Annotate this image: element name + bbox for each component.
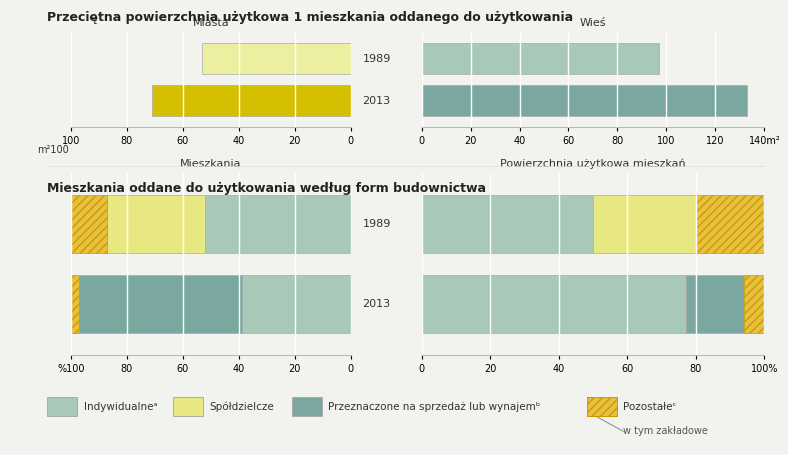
Bar xyxy=(71,275,80,333)
Title: Miasta: Miasta xyxy=(192,18,229,28)
Bar xyxy=(107,195,205,253)
Text: 1989: 1989 xyxy=(362,219,391,229)
Bar xyxy=(80,275,242,333)
Text: 2013: 2013 xyxy=(362,299,391,309)
Title: Wieś: Wieś xyxy=(580,18,606,28)
Bar xyxy=(422,43,659,74)
Bar xyxy=(422,86,747,116)
Bar xyxy=(422,195,593,253)
Text: Przeciętna powierzchnia użytkowa 1 mieszkania oddanego do użytkowania: Przeciętna powierzchnia użytkowa 1 miesz… xyxy=(47,11,574,25)
Bar xyxy=(422,275,686,333)
Title: Mieszkania: Mieszkania xyxy=(180,159,242,169)
Text: Spółdzielcze: Spółdzielcze xyxy=(210,401,274,412)
Text: 2013: 2013 xyxy=(362,96,391,106)
Bar xyxy=(242,275,351,333)
Bar xyxy=(696,195,764,253)
Text: 1989: 1989 xyxy=(362,54,391,64)
Text: Przeznaczone na sprzedaż lub wynajemᵇ: Przeznaczone na sprzedaż lub wynajemᵇ xyxy=(328,402,540,412)
Text: w tym zakładowe: w tym zakładowe xyxy=(623,426,708,436)
Bar xyxy=(205,195,351,253)
Text: m²100: m²100 xyxy=(37,145,69,155)
Bar xyxy=(686,275,744,333)
Title: Powierzchnia użytkowa mieszkań: Powierzchnia użytkowa mieszkań xyxy=(500,159,686,169)
Bar xyxy=(71,195,107,253)
Bar xyxy=(203,43,351,74)
Bar xyxy=(152,86,351,116)
Bar xyxy=(744,275,764,333)
Text: Pozostałeᶜ: Pozostałeᶜ xyxy=(623,402,677,412)
Text: Mieszkania oddane do użytkowania według form budownictwa: Mieszkania oddane do użytkowania według … xyxy=(47,182,486,195)
Text: Indywidualneᵃ: Indywidualneᵃ xyxy=(84,402,157,412)
Bar xyxy=(593,195,696,253)
